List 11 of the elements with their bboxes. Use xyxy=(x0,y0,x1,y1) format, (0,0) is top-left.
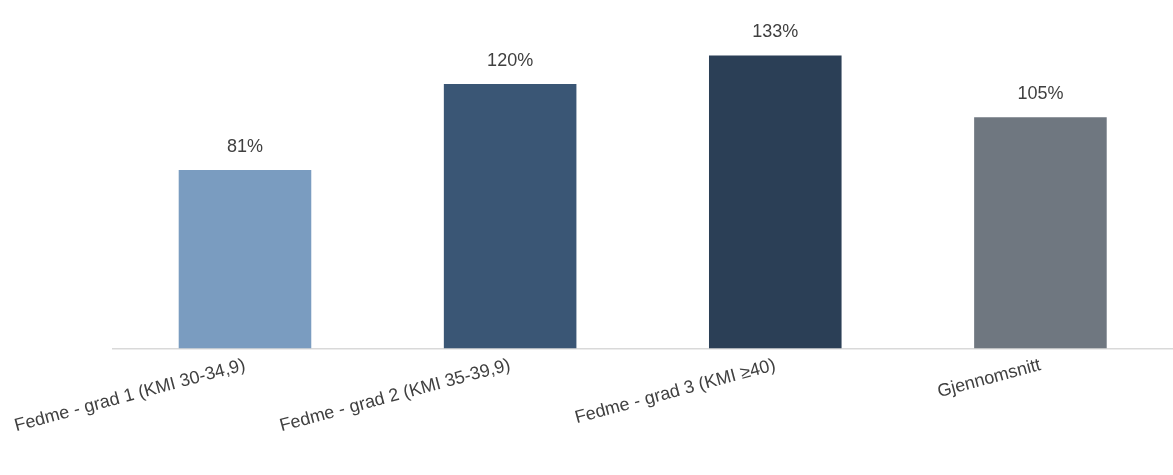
data-label: 81% xyxy=(226,135,263,156)
bar xyxy=(708,55,842,349)
bar xyxy=(443,84,577,349)
x-tick-label: Fedme - grad 2 (KMI 35-39,9) xyxy=(277,354,513,436)
data-label: 133% xyxy=(752,21,799,42)
x-tick-label: Fedme - grad 1 (KMI 30-34,9) xyxy=(12,354,248,436)
data-label: 105% xyxy=(1017,83,1064,104)
bar xyxy=(974,117,1107,349)
data-label: 120% xyxy=(487,50,534,71)
x-tick-label: Fedme - grad 3 (KMI ≥40) xyxy=(572,354,778,428)
bar xyxy=(178,170,312,349)
